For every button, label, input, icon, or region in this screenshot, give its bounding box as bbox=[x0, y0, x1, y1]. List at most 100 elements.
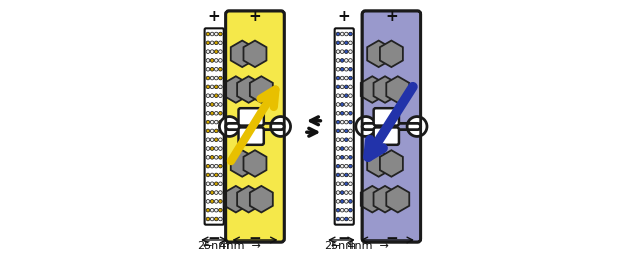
Polygon shape bbox=[237, 186, 260, 213]
Circle shape bbox=[349, 217, 352, 221]
Circle shape bbox=[344, 121, 348, 124]
Circle shape bbox=[349, 42, 352, 45]
FancyBboxPatch shape bbox=[239, 109, 264, 126]
Circle shape bbox=[206, 103, 210, 107]
Text: 25nm: 25nm bbox=[197, 240, 229, 250]
Circle shape bbox=[336, 86, 340, 89]
Circle shape bbox=[356, 117, 376, 137]
Circle shape bbox=[344, 33, 348, 37]
Circle shape bbox=[271, 117, 291, 137]
Circle shape bbox=[219, 165, 222, 168]
Text: −: − bbox=[385, 230, 398, 245]
Circle shape bbox=[206, 42, 210, 45]
Circle shape bbox=[336, 217, 340, 221]
Circle shape bbox=[340, 94, 344, 98]
Text: 25nm: 25nm bbox=[324, 240, 356, 250]
Circle shape bbox=[349, 147, 352, 151]
Circle shape bbox=[219, 86, 222, 89]
Circle shape bbox=[344, 130, 348, 133]
Circle shape bbox=[336, 182, 340, 186]
Circle shape bbox=[219, 94, 222, 98]
Circle shape bbox=[340, 42, 344, 45]
Circle shape bbox=[340, 165, 344, 168]
Polygon shape bbox=[225, 77, 247, 103]
Circle shape bbox=[211, 138, 214, 142]
Polygon shape bbox=[231, 151, 253, 177]
Circle shape bbox=[214, 182, 218, 186]
Circle shape bbox=[219, 182, 222, 186]
Circle shape bbox=[206, 182, 210, 186]
Circle shape bbox=[344, 51, 348, 54]
Text: +: + bbox=[338, 9, 351, 24]
Circle shape bbox=[349, 156, 352, 160]
Polygon shape bbox=[250, 77, 273, 103]
Circle shape bbox=[211, 51, 214, 54]
Circle shape bbox=[340, 77, 344, 81]
Circle shape bbox=[344, 77, 348, 81]
Circle shape bbox=[336, 77, 340, 81]
Circle shape bbox=[336, 112, 340, 116]
Circle shape bbox=[349, 191, 352, 195]
Circle shape bbox=[206, 165, 210, 168]
Circle shape bbox=[349, 138, 352, 142]
Circle shape bbox=[211, 42, 214, 45]
Circle shape bbox=[344, 156, 348, 160]
Circle shape bbox=[336, 173, 340, 177]
Circle shape bbox=[219, 217, 222, 221]
Circle shape bbox=[340, 33, 344, 37]
Circle shape bbox=[211, 77, 214, 81]
Polygon shape bbox=[361, 77, 384, 103]
Circle shape bbox=[219, 112, 222, 116]
Circle shape bbox=[340, 191, 344, 195]
Circle shape bbox=[214, 51, 218, 54]
FancyBboxPatch shape bbox=[362, 12, 420, 130]
Circle shape bbox=[206, 130, 210, 133]
Circle shape bbox=[206, 86, 210, 89]
Circle shape bbox=[206, 209, 210, 212]
Circle shape bbox=[340, 86, 344, 89]
Polygon shape bbox=[387, 186, 409, 213]
Circle shape bbox=[349, 165, 352, 168]
Circle shape bbox=[340, 156, 344, 160]
Circle shape bbox=[336, 200, 340, 203]
Circle shape bbox=[344, 86, 348, 89]
Circle shape bbox=[340, 59, 344, 63]
Circle shape bbox=[214, 217, 218, 221]
Circle shape bbox=[336, 165, 340, 168]
Circle shape bbox=[340, 112, 344, 116]
Polygon shape bbox=[374, 77, 397, 103]
Text: −: − bbox=[338, 230, 351, 245]
Circle shape bbox=[206, 68, 210, 72]
Circle shape bbox=[336, 191, 340, 195]
Circle shape bbox=[211, 59, 214, 63]
Circle shape bbox=[344, 94, 348, 98]
Circle shape bbox=[211, 147, 214, 151]
Circle shape bbox=[211, 217, 214, 221]
Circle shape bbox=[344, 103, 348, 107]
Circle shape bbox=[206, 147, 210, 151]
Circle shape bbox=[349, 209, 352, 212]
FancyBboxPatch shape bbox=[226, 12, 284, 130]
Circle shape bbox=[211, 94, 214, 98]
Circle shape bbox=[214, 121, 218, 124]
Circle shape bbox=[349, 200, 352, 203]
Circle shape bbox=[349, 130, 352, 133]
Circle shape bbox=[336, 42, 340, 45]
Text: −: − bbox=[248, 230, 261, 245]
Circle shape bbox=[344, 147, 348, 151]
Circle shape bbox=[340, 130, 344, 133]
Circle shape bbox=[220, 117, 239, 137]
Circle shape bbox=[206, 173, 210, 177]
Circle shape bbox=[219, 209, 222, 212]
Polygon shape bbox=[231, 41, 253, 68]
Polygon shape bbox=[380, 151, 403, 177]
Circle shape bbox=[349, 182, 352, 186]
Polygon shape bbox=[361, 186, 384, 213]
Circle shape bbox=[214, 86, 218, 89]
Circle shape bbox=[219, 191, 222, 195]
Circle shape bbox=[340, 68, 344, 72]
Circle shape bbox=[211, 130, 214, 133]
Circle shape bbox=[344, 165, 348, 168]
Polygon shape bbox=[367, 151, 390, 177]
Circle shape bbox=[214, 77, 218, 81]
